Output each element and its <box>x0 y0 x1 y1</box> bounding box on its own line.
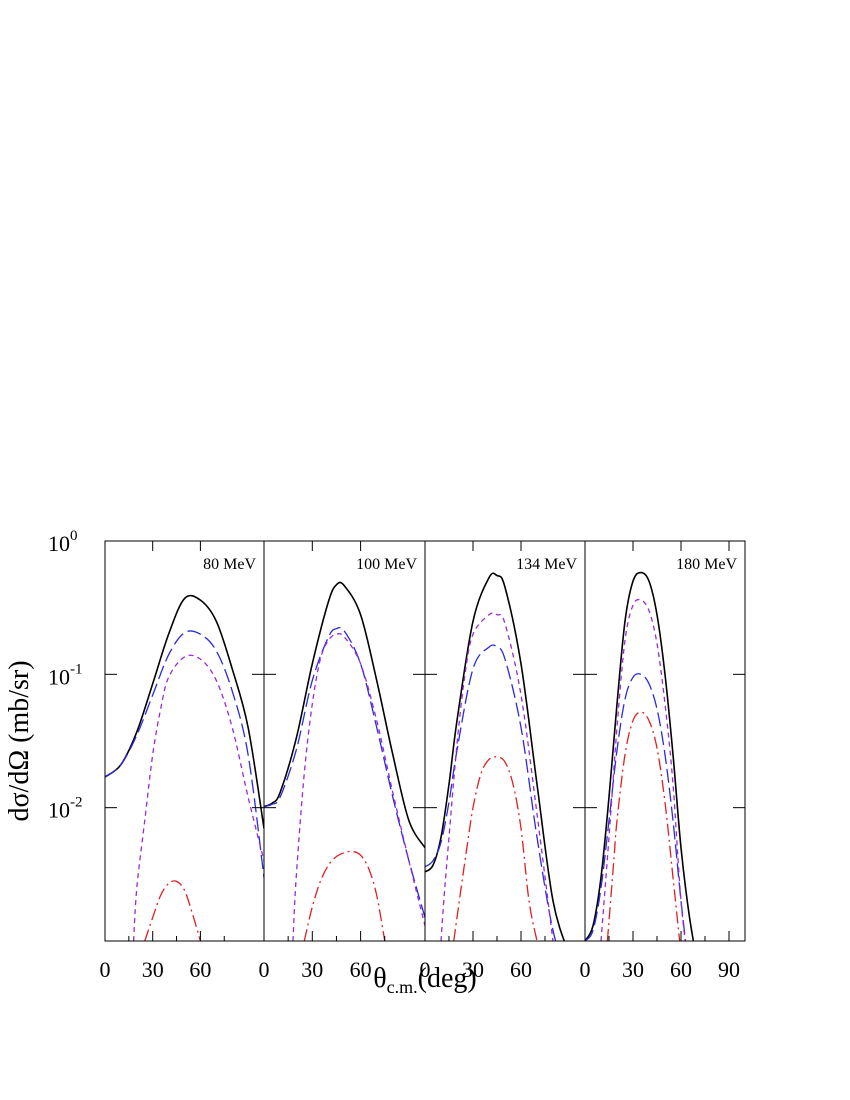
panel-3-series-2-line <box>425 644 557 941</box>
panel-2-frame <box>263 540 426 942</box>
panel-1-frame <box>104 540 265 942</box>
panel-3-series-4-line <box>453 756 538 941</box>
panel-4-series-3-line <box>600 598 686 941</box>
panel-4-label: 180 MeV <box>676 556 737 573</box>
panel-1-xtick-label: 0 <box>100 957 111 982</box>
panel-3-xtick-label: 0 <box>420 957 431 982</box>
x-axis-title-unit: (deg) <box>418 963 477 994</box>
panel-3: 0 30 60 134 MeV <box>420 540 586 982</box>
y-tick-label-exponent: 0 <box>70 528 78 544</box>
panel-1-xtick-label: 60 <box>189 957 211 982</box>
y-tick-label-exponent: -2 <box>70 795 83 811</box>
y-tick-label-exponent: -1 <box>70 661 83 677</box>
panel-2-xtick-label: 60 <box>350 957 372 982</box>
y-tick-label: 100 <box>48 528 78 556</box>
panel-3-series-3-line <box>440 612 554 941</box>
y-tick-label: 10-2 <box>48 795 83 823</box>
x-axis-title-subscript: c.m. <box>387 977 418 997</box>
y-tick-label-base: 10 <box>48 664 70 689</box>
panel-1-label: 80 MeV <box>203 556 256 573</box>
panel-2-label: 100 MeV <box>356 556 417 573</box>
y-tick-label-base: 10 <box>48 798 70 823</box>
panel-2: 0 30 60 100 MeV <box>259 540 426 982</box>
panel-4-series-1-line <box>585 571 695 941</box>
panel-1-series-1-line <box>105 594 264 829</box>
panel-1-series-3-line <box>132 654 264 941</box>
x-axis-title: θc.m.(deg) <box>373 963 477 997</box>
chart-panels: 0 30 60 80 MeV 0 30 60 100 MeV 0 30 60 134 MeV 0 30 60… <box>100 540 746 982</box>
y-tick-label: 10-1 <box>48 661 83 689</box>
panel-2-series-4-line <box>303 850 386 941</box>
panel-2-curves <box>264 581 425 941</box>
panel-3-series-1-line <box>425 572 566 941</box>
panel-2-xtick-label: 30 <box>301 957 323 982</box>
panel-4-xtick-label: 60 <box>670 957 692 982</box>
panel-2-xtick-label: 0 <box>259 957 270 982</box>
panel-4-curves <box>585 571 695 941</box>
y-axis-title: dσ/dΩ (mb/sr) <box>4 660 35 821</box>
panel-4-xtick-label: 0 <box>580 957 591 982</box>
panel-1-series-4-line <box>144 880 202 941</box>
panel-2-series-2-line <box>264 626 425 918</box>
panel-4: 0 30 60 90 180 MeV <box>580 540 746 982</box>
panel-4-frame <box>584 540 746 942</box>
panel-3-curves <box>425 572 566 941</box>
panel-2-series-1-line <box>264 581 425 849</box>
panel-4-xtick-label: 30 <box>622 957 644 982</box>
panel-4-xtick-label: 90 <box>718 957 740 982</box>
panel-3-label: 134 MeV <box>516 556 577 573</box>
panel-1-series-2-line <box>105 630 264 878</box>
panel-1-xtick-label: 30 <box>142 957 164 982</box>
y-tick-label-base: 10 <box>48 531 70 556</box>
panel-3-frame <box>424 540 586 942</box>
panel-4-series-4-line <box>606 711 681 941</box>
panel-2-series-3-line <box>292 632 425 941</box>
panel-4-series-2-line <box>585 673 687 941</box>
panel-1-curves <box>105 594 264 941</box>
panel-3-xtick-label: 60 <box>510 957 532 982</box>
x-axis-title-symbol: θ <box>373 963 386 994</box>
panel-1: 0 30 60 80 MeV <box>100 540 265 982</box>
panel-3-xtick-label: 30 <box>462 957 484 982</box>
